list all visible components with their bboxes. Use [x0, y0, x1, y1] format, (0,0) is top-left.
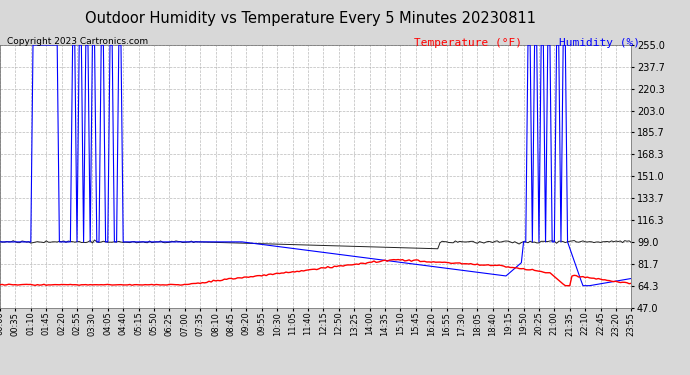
Text: Copyright 2023 Cartronics.com: Copyright 2023 Cartronics.com	[7, 38, 148, 46]
Text: Outdoor Humidity vs Temperature Every 5 Minutes 20230811: Outdoor Humidity vs Temperature Every 5 …	[85, 11, 536, 26]
Text: Humidity (%): Humidity (%)	[559, 38, 640, 48]
Text: Temperature (°F): Temperature (°F)	[414, 38, 522, 48]
